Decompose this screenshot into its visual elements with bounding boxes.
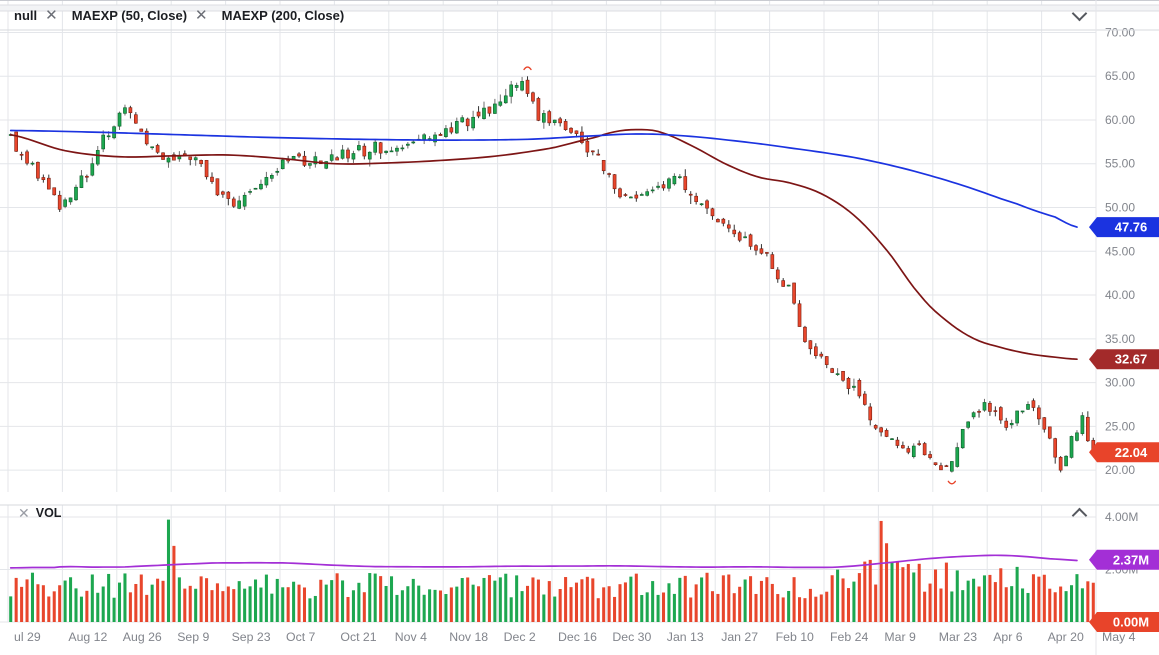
- svg-text:45.00: 45.00: [1105, 244, 1135, 258]
- svg-text:55.00: 55.00: [1105, 157, 1135, 171]
- svg-text:Mar 9: Mar 9: [884, 630, 916, 644]
- svg-text:Aug 12: Aug 12: [68, 630, 107, 644]
- svg-text:Sep 23: Sep 23: [232, 630, 271, 644]
- svg-text:Apr 6: Apr 6: [993, 630, 1023, 644]
- svg-text:47.76: 47.76: [1115, 220, 1148, 235]
- svg-text:Oct 21: Oct 21: [340, 630, 376, 644]
- svg-text:60.00: 60.00: [1105, 113, 1135, 127]
- svg-text:30.00: 30.00: [1105, 376, 1135, 390]
- svg-text:50.00: 50.00: [1105, 201, 1135, 215]
- svg-text:Dec 30: Dec 30: [612, 630, 651, 644]
- svg-text:Nov 18: Nov 18: [449, 630, 488, 644]
- svg-text:32.67: 32.67: [1115, 352, 1148, 367]
- svg-text:Feb 10: Feb 10: [776, 630, 814, 644]
- svg-text:Jan 13: Jan 13: [667, 630, 704, 644]
- svg-text:35.00: 35.00: [1105, 332, 1135, 346]
- svg-text:Mar 23: Mar 23: [939, 630, 977, 644]
- svg-text:May 4: May 4: [1102, 630, 1136, 644]
- svg-text:22.04: 22.04: [1115, 445, 1148, 460]
- svg-text:ul 29: ul 29: [14, 630, 41, 644]
- svg-text:Nov 4: Nov 4: [395, 630, 427, 644]
- svg-text:Dec 2: Dec 2: [504, 630, 536, 644]
- svg-text:20.00: 20.00: [1105, 463, 1135, 477]
- svg-text:Aug 26: Aug 26: [123, 630, 162, 644]
- svg-text:Oct 7: Oct 7: [286, 630, 316, 644]
- svg-text:Jan 27: Jan 27: [721, 630, 758, 644]
- svg-text:40.00: 40.00: [1105, 288, 1135, 302]
- svg-text:Apr 20: Apr 20: [1048, 630, 1084, 644]
- svg-text:Feb 24: Feb 24: [830, 630, 868, 644]
- svg-text:Sep 9: Sep 9: [177, 630, 209, 644]
- svg-text:2.37M: 2.37M: [1113, 552, 1149, 567]
- svg-text:25.00: 25.00: [1105, 419, 1135, 433]
- svg-text:65.00: 65.00: [1105, 69, 1135, 83]
- svg-text:Dec 16: Dec 16: [558, 630, 597, 644]
- svg-text:0.00M: 0.00M: [1113, 615, 1149, 630]
